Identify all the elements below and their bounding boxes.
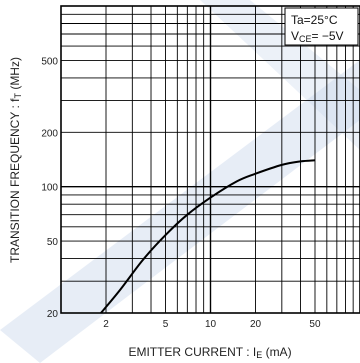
y-tick-label: 500	[41, 56, 58, 67]
conditions-ta: Ta=25°C	[291, 13, 338, 27]
x-tick-label: 2	[103, 319, 109, 330]
watermark-band-2	[200, 0, 360, 150]
conditions-vce: VCE= −5V	[291, 29, 344, 44]
y-axis-title: TRANSITION FREQUENCY : fT (MHz)	[8, 57, 23, 263]
grid-lines	[61, 6, 360, 313]
plot-frame	[60, 5, 360, 314]
x-tick-label: 50	[309, 319, 321, 330]
x-tick-label: 20	[250, 319, 262, 330]
y-tick-label: 100	[41, 183, 58, 194]
x-tick-label: 10	[205, 319, 217, 330]
y-tick-label: 200	[41, 128, 58, 139]
conditions-background	[284, 7, 359, 46]
watermark-band	[0, 60, 360, 363]
y-tick-label: 20	[47, 309, 59, 320]
x-axis-title: EMITTER CURRENT : IE (mA)	[128, 345, 291, 360]
curve-group	[100, 159, 316, 314]
series-line	[100, 159, 316, 314]
y-tick-label: 50	[47, 237, 59, 248]
tick-labels: 2 5 10 20 50 20 50 100 200 500	[41, 56, 321, 330]
conditions-box: Ta=25°C VCE= −5V	[284, 7, 359, 46]
x-tick-label: 5	[163, 319, 169, 330]
